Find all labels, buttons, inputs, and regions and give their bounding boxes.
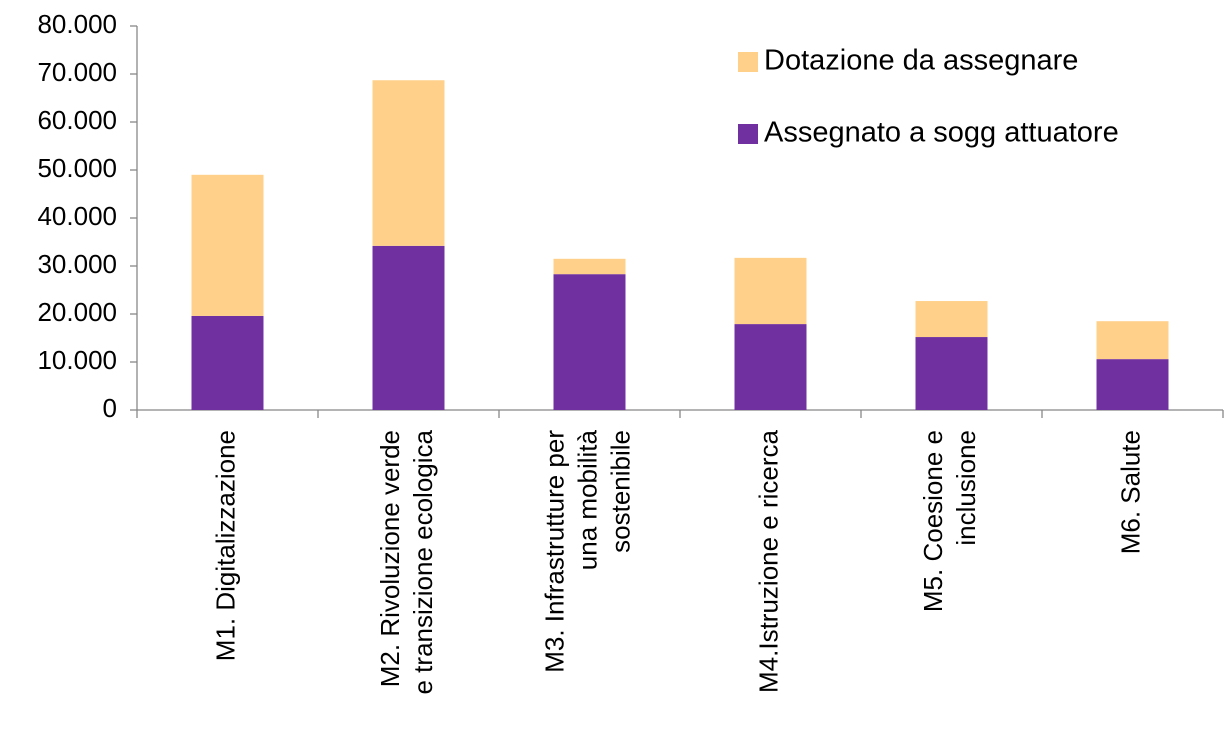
y-tick-label: 70.000 (37, 57, 117, 87)
bar-segment (915, 337, 988, 410)
x-tick-label: M5. Coesione e (918, 430, 948, 612)
legend-swatch (738, 52, 758, 72)
x-tick-label: M1. Digitalizzazione (210, 430, 240, 661)
y-tick-label: 60.000 (37, 105, 117, 135)
bar-segment (553, 274, 626, 410)
legend-swatch (738, 124, 758, 144)
x-tick-label: M2. Rivoluzione verde (375, 430, 405, 687)
x-tick-label: M4.Istruzione e ricerca (753, 429, 783, 693)
bar-segment (915, 301, 988, 338)
x-tick-label: M6. Salute (1115, 430, 1145, 554)
x-tick-label: sostenibile (605, 430, 635, 553)
x-tick-label: una mobilità (572, 429, 602, 570)
bar-segment (734, 257, 807, 325)
bar-segment (1096, 321, 1169, 360)
bar-segment (1096, 359, 1169, 410)
x-tick-label: M3. Infrastrutture per (539, 430, 569, 673)
bar-segment (734, 324, 807, 410)
y-tick-label: 80.000 (37, 9, 117, 39)
x-tick-label: inclusione (951, 430, 981, 546)
y-tick-label: 50.000 (37, 153, 117, 183)
legend-label: Dotazione da assegnare (764, 45, 1078, 77)
legend-label: Assegnato a sogg attuatore (764, 117, 1119, 149)
bar-segment (191, 174, 264, 316)
y-tick-label: 20.000 (37, 297, 117, 327)
bar-segment (372, 80, 445, 246)
x-tick-label: e transizione ecologica (408, 429, 438, 694)
bar-segment (372, 245, 445, 410)
y-tick-label: 40.000 (37, 201, 117, 231)
y-tick-label: 10.000 (37, 345, 117, 375)
y-tick-label: 30.000 (37, 249, 117, 279)
y-tick-label: 0 (103, 393, 117, 423)
bar-segment (553, 258, 626, 275)
bar-segment (191, 315, 264, 410)
